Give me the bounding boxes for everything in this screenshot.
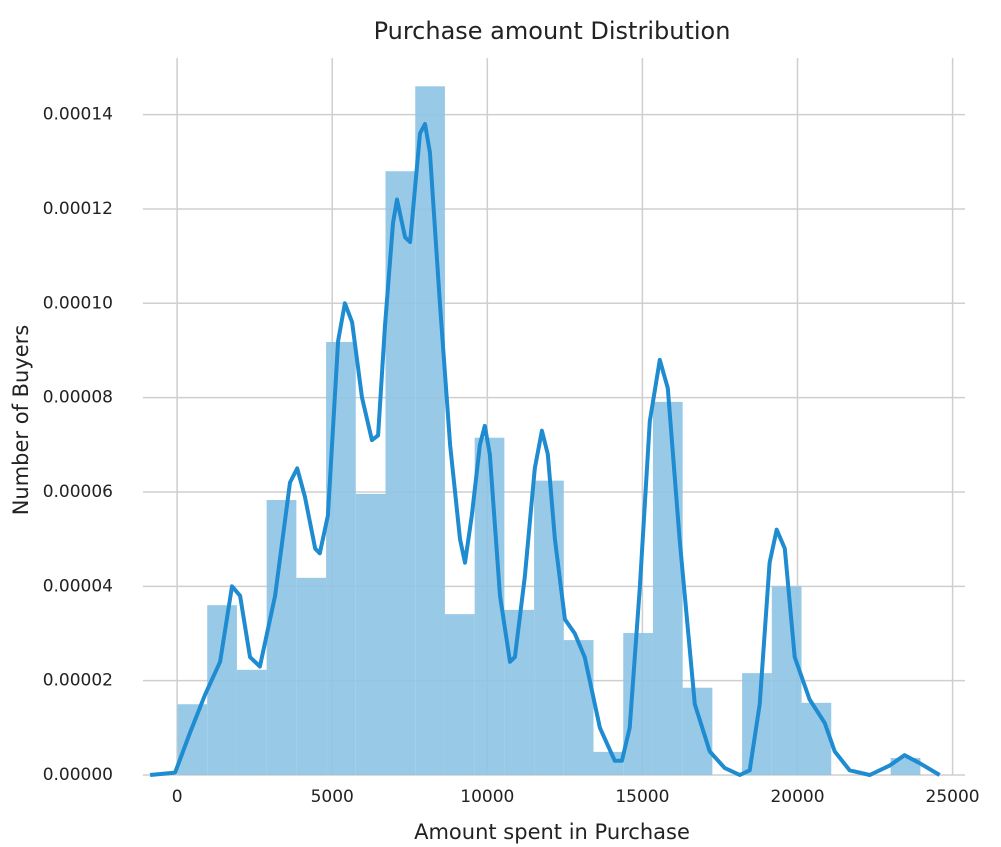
bar bbox=[444, 614, 475, 775]
y-tick-label: 0.00006 bbox=[43, 482, 113, 502]
bar bbox=[326, 341, 356, 775]
bar bbox=[771, 586, 802, 775]
y-tick-label: 0.00008 bbox=[43, 388, 113, 408]
y-tick-label: 0.00000 bbox=[43, 765, 113, 785]
x-axis-label: Amount spent in Purchase bbox=[414, 820, 690, 844]
x-tick-label: 20000 bbox=[770, 787, 824, 807]
bar bbox=[563, 640, 594, 775]
bar bbox=[623, 633, 653, 775]
bar bbox=[890, 758, 921, 775]
x-tick-label: 25000 bbox=[926, 787, 980, 807]
y-tick-label: 0.00012 bbox=[43, 199, 113, 219]
bar bbox=[177, 704, 208, 775]
bar bbox=[296, 577, 327, 775]
y-tick-label: 0.00010 bbox=[43, 293, 113, 313]
x-tick-label: 5000 bbox=[311, 787, 354, 807]
y-axis-label: Number of Buyers bbox=[9, 325, 33, 516]
bar bbox=[207, 605, 237, 775]
bar bbox=[682, 687, 713, 775]
bar bbox=[652, 401, 683, 775]
y-tick-label: 0.00004 bbox=[43, 576, 113, 596]
y-tick-label: 0.00014 bbox=[43, 105, 113, 125]
bar bbox=[236, 669, 267, 775]
bar bbox=[355, 493, 386, 775]
x-tick-label: 0 bbox=[172, 787, 183, 807]
y-tick-label: 0.00002 bbox=[43, 671, 113, 691]
x-tick-label: 15000 bbox=[615, 787, 669, 807]
chart-title: Purchase amount Distribution bbox=[374, 17, 731, 45]
bar bbox=[534, 480, 564, 775]
bar bbox=[593, 751, 624, 775]
bar bbox=[474, 437, 505, 775]
kde-line bbox=[149, 122, 941, 777]
x-tick-label: 10000 bbox=[460, 787, 514, 807]
bar bbox=[415, 86, 445, 776]
bar bbox=[801, 702, 832, 775]
